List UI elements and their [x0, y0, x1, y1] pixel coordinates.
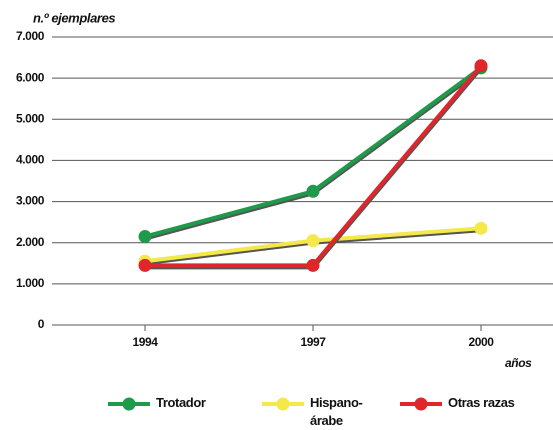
x-tick-label: 1997 — [300, 335, 326, 349]
point — [474, 59, 488, 73]
y-tick-label: 0 — [38, 317, 45, 331]
y-tick-label: 5.000 — [16, 111, 45, 125]
chart-title: n.º ejemplares — [33, 10, 115, 25]
point — [474, 221, 488, 235]
legend-label: Otras razas — [448, 395, 515, 410]
point — [306, 234, 320, 248]
line-shadow — [144, 67, 483, 241]
y-tick-label: 1.000 — [16, 276, 45, 290]
legend-label: Trotador — [156, 395, 206, 410]
point — [138, 230, 152, 244]
y-tick-label: 4.000 — [16, 153, 45, 167]
y-tick-label: 7.000 — [16, 29, 45, 43]
legend-marker — [414, 397, 428, 411]
x-tick-label: 2000 — [468, 335, 494, 349]
legend-marker — [276, 397, 290, 411]
legend-label: Hispano-árabe — [310, 395, 363, 428]
series-line — [144, 66, 483, 239]
legend-marker — [122, 397, 136, 411]
x-axis-label: años — [505, 356, 532, 370]
point — [306, 258, 320, 272]
y-tick-label: 2.000 — [16, 235, 45, 249]
point — [306, 184, 320, 198]
y-tick-label: 3.000 — [16, 194, 45, 208]
y-tick-label: 6.000 — [16, 70, 45, 84]
x-tick-label: 1994 — [132, 335, 158, 349]
point — [138, 258, 152, 272]
